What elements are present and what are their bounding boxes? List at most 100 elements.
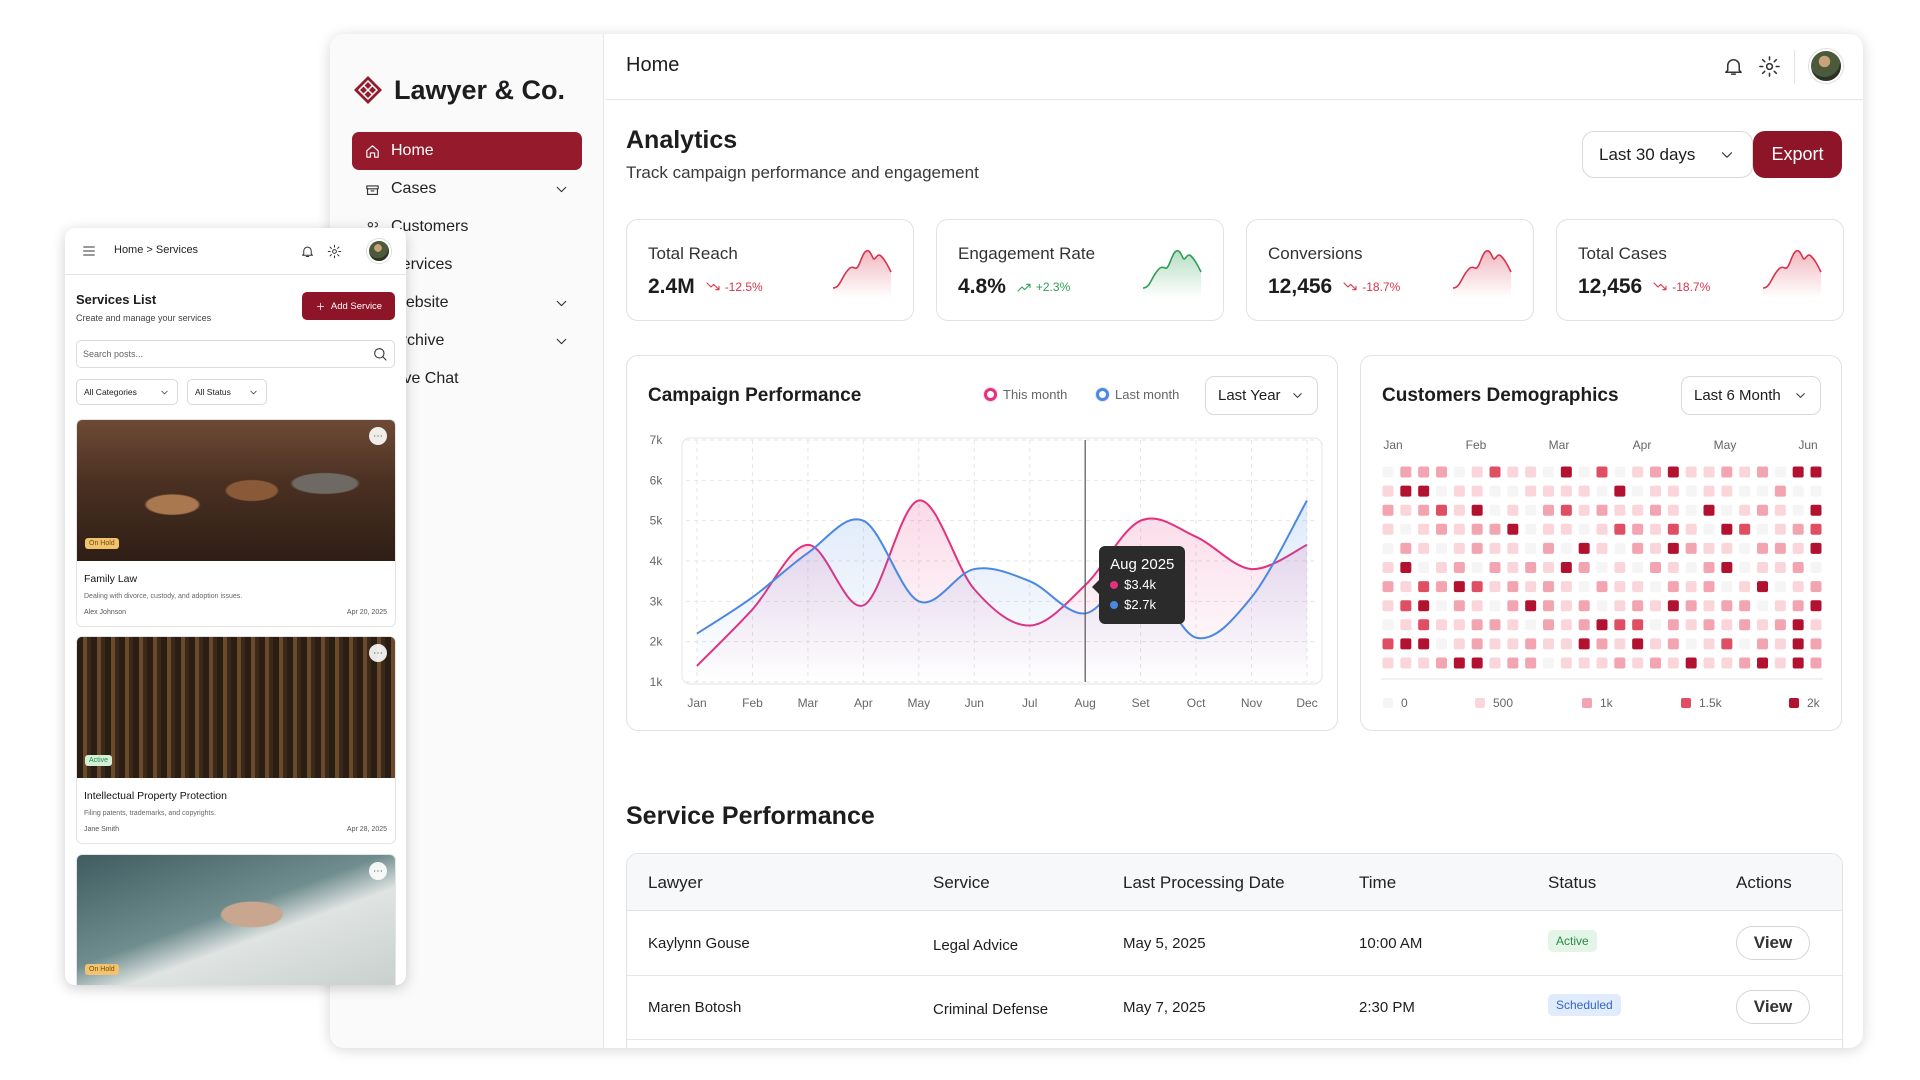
heat-cell <box>1436 600 1447 612</box>
legend-label: 0 <box>1401 696 1408 710</box>
service-card[interactable]: ⋯ On Hold <box>76 854 396 985</box>
logo-lines <box>357 79 379 101</box>
icon-path <box>83 246 95 256</box>
x-tick-label: Apr <box>854 696 873 710</box>
nav-item[interactable]: Cases <box>352 170 582 208</box>
kpi-row: 4.8% +2.3% <box>958 275 1070 299</box>
nav-label: Services <box>391 256 453 273</box>
kpi-title: Total Cases <box>1578 244 1667 263</box>
settings[interactable] <box>1758 55 1781 83</box>
filter-dropdown[interactable]: All Categories <box>76 379 178 405</box>
export-button[interactable]: Export <box>1753 131 1842 178</box>
nav-label: Home <box>391 142 434 159</box>
kpi-card: Conversions 12,456 -18.7% <box>1246 219 1534 321</box>
chart-title: Customers Demographics <box>1382 385 1619 406</box>
heat-cell <box>1757 600 1768 612</box>
notifications[interactable] <box>1722 55 1745 83</box>
service-description: Filing patents, trademarks, and copyrigh… <box>84 810 216 817</box>
heat-cell <box>1703 619 1715 631</box>
icon <box>556 186 567 192</box>
heat-cell <box>1774 562 1786 573</box>
heat-cell <box>1471 600 1483 612</box>
heat-cell <box>1614 581 1626 593</box>
heat-cell <box>1436 466 1447 478</box>
heat-cell <box>1382 600 1394 612</box>
nav-item[interactable]: Home <box>352 132 582 170</box>
heat-cell <box>1721 485 1733 497</box>
heat-cell <box>1792 485 1804 497</box>
range-dropdown[interactable]: Last 30 days <box>1582 131 1753 178</box>
search-placeholder: Search posts... <box>83 349 144 359</box>
heat-cell <box>1614 504 1626 516</box>
heat-cell <box>1525 504 1537 516</box>
chart-filter[interactable]: Last 6 Month <box>1681 376 1821 415</box>
kpi-card: Total Cases 12,456 -18.7% <box>1556 219 1844 321</box>
view-button[interactable]: View <box>1736 926 1810 960</box>
heat-cell <box>1436 485 1447 497</box>
heat-cell <box>1471 466 1483 478</box>
heat-cell <box>1774 542 1786 554</box>
y-tick-label: 4k <box>650 554 664 568</box>
heat-cell <box>1489 562 1501 573</box>
heat-cell <box>1578 466 1590 478</box>
x-tick-label: Feb <box>1466 438 1487 452</box>
service-card[interactable]: ⋯ Active Intellectual Property Protection F… <box>76 636 396 844</box>
tooltip-value: $3.4k <box>1124 577 1156 592</box>
section-title: Analytics <box>626 126 738 154</box>
heat-cell <box>1810 619 1822 631</box>
chart-card: Jan Feb Mar Apr May Jun 0 500 1k 1.5k 2k Customers … <box>1360 355 1842 731</box>
heat-cell <box>1757 504 1768 516</box>
heat-cell <box>1400 523 1412 535</box>
legend-label: 1.5k <box>1699 696 1723 710</box>
heat-cell <box>1596 562 1608 573</box>
heat-cell <box>1792 562 1804 573</box>
heat-cell <box>1792 504 1804 516</box>
chart-filter[interactable]: Last Year <box>1205 376 1318 415</box>
table-cell: 2:30 PM <box>1359 999 1415 1016</box>
heat-cell <box>1721 466 1733 478</box>
heat-cell <box>1400 581 1412 593</box>
heat-cell <box>1400 542 1412 554</box>
card-menu[interactable]: ⋯ <box>369 427 387 445</box>
heat-cell <box>1685 581 1697 593</box>
heat-cell <box>1596 466 1608 478</box>
icon-path <box>374 348 387 361</box>
heat-cell <box>1721 657 1733 669</box>
heat-cell <box>1471 581 1483 593</box>
heat-cell <box>1436 581 1447 593</box>
sparkline-area <box>1763 250 1821 298</box>
add-service-button[interactable]: Add Service <box>302 292 395 320</box>
heat-cell <box>1632 485 1644 497</box>
heat-cell <box>1400 485 1412 497</box>
column-header: Actions <box>1736 873 1792 892</box>
legend-label: 1k <box>1600 696 1614 710</box>
icon-path <box>1017 283 1031 292</box>
heat-cell <box>1578 562 1590 573</box>
service-card[interactable]: ⋯ On Hold Family Law Dealing with divorce, … <box>76 419 396 627</box>
kpi-change: -12.5% <box>724 280 763 294</box>
heat-cell <box>1667 562 1679 573</box>
heat-cell <box>1703 562 1715 573</box>
heat-cell <box>1703 600 1715 612</box>
heat-cell <box>1632 562 1644 573</box>
search-box[interactable]: Search posts... <box>76 340 395 368</box>
icon-path <box>250 390 257 394</box>
heat-cell <box>1418 485 1430 497</box>
icon-path <box>366 144 379 158</box>
heat-cell <box>1739 657 1751 669</box>
filter-dropdown[interactable]: All Status <box>187 379 267 405</box>
heat-cell <box>1614 657 1626 669</box>
heat-cell <box>1453 542 1465 554</box>
tooltip-dot <box>1110 601 1119 609</box>
export-label: Export <box>1771 144 1824 164</box>
view-button[interactable]: View <box>1736 990 1810 1024</box>
filter-label: Last Year <box>1218 387 1281 404</box>
tooltip-title: Aug 2025 <box>1110 556 1175 573</box>
table-cell: May 5, 2025 <box>1123 935 1206 952</box>
heat-cell <box>1703 523 1715 535</box>
card-menu[interactable]: ⋯ <box>369 862 387 880</box>
heat-cell <box>1810 562 1822 573</box>
heat-cell <box>1400 600 1412 612</box>
card-menu[interactable]: ⋯ <box>369 644 387 662</box>
heat-cell <box>1774 485 1786 497</box>
